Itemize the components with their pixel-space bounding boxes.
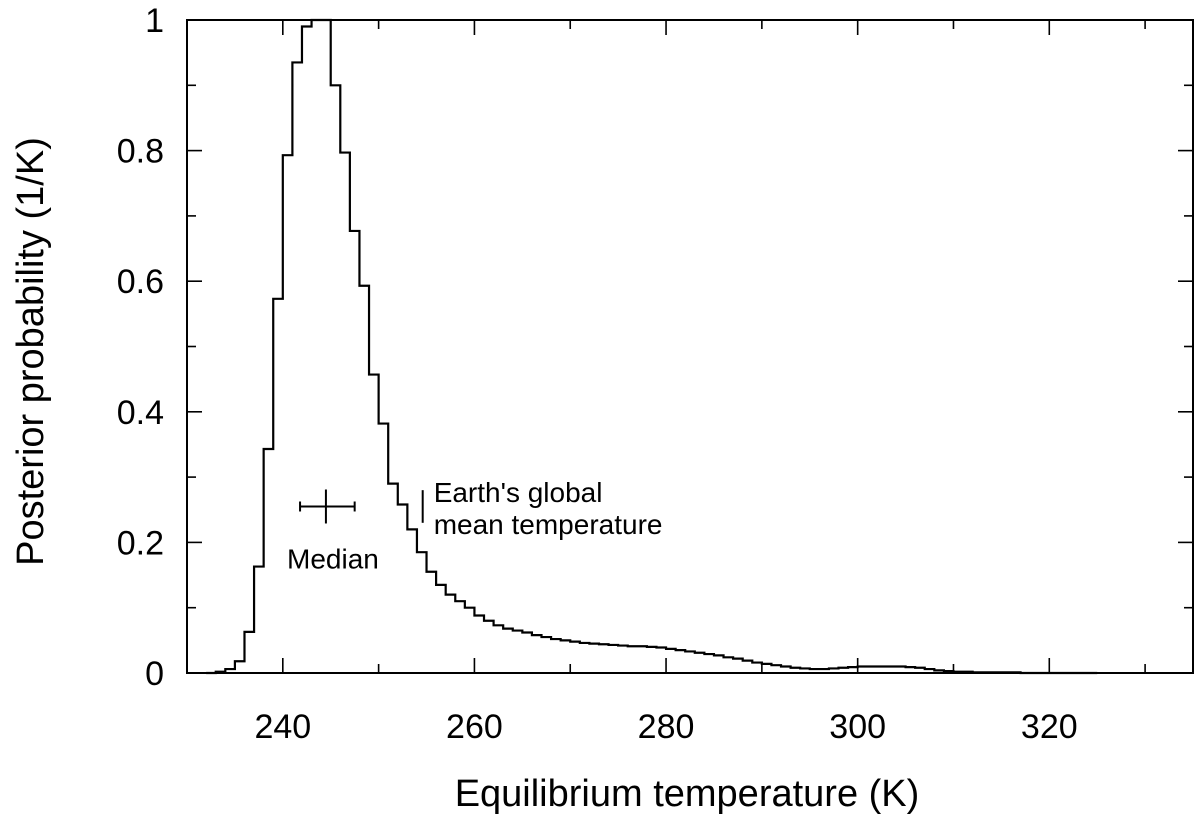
x-tick-label: 300 [829, 708, 886, 746]
earth-label-line-1: Earth's global [434, 477, 603, 508]
x-tick-label: 280 [638, 708, 695, 746]
major-ticks [187, 19, 1193, 674]
y-tick-label: 0 [145, 655, 164, 693]
x-tick-label: 260 [446, 708, 503, 746]
y-tick-label: 0.4 [117, 394, 164, 432]
histogram-series [206, 18, 1098, 675]
minor-ticks [187, 20, 1193, 673]
x-tick-label: 320 [1021, 708, 1078, 746]
y-tick-labels: 0 0.2 0.4 0.6 0.8 1 [117, 2, 164, 693]
y-tick-label: 0.6 [117, 263, 164, 301]
y-tick-label: 1 [145, 2, 164, 40]
y-axis-label: Posterior probability (1/K) [10, 137, 52, 566]
x-tick-labels: 240 260 280 300 320 [254, 708, 1077, 746]
y-tick-label: 0.2 [117, 524, 164, 562]
median-label: Median [287, 543, 379, 574]
median-error-bar [299, 489, 356, 524]
earth-label-line-2: mean temperature [434, 509, 663, 540]
plot-frame [186, 19, 1194, 674]
x-tick-label: 240 [254, 708, 311, 746]
x-axis-label: Equilibrium temperature (K) [455, 773, 920, 815]
y-tick-label: 0.8 [117, 133, 164, 171]
